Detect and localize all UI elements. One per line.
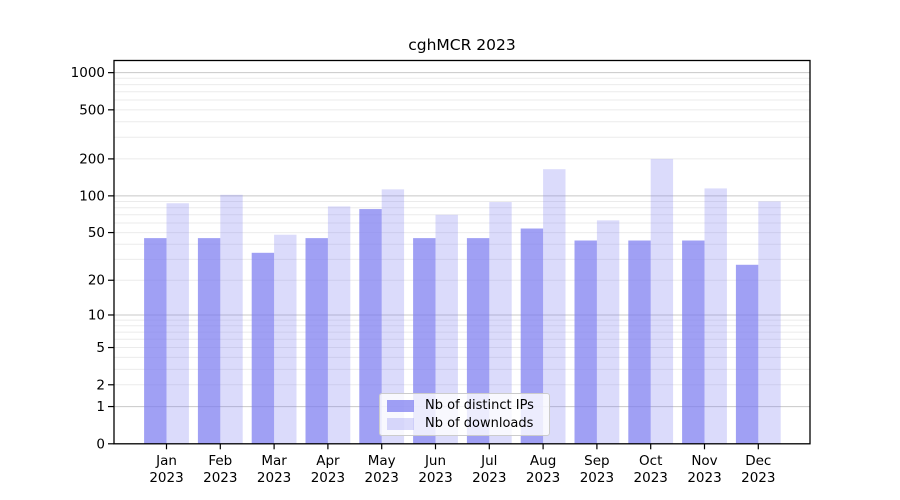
bar-distinct-ips — [466, 238, 490, 444]
y-tick-label: 0 — [96, 436, 105, 452]
x-tick-label-month: Sep — [584, 453, 609, 469]
bar-downloads — [489, 202, 512, 444]
y-tick-label: 2 — [96, 377, 105, 393]
bar-downloads — [650, 158, 674, 444]
legend-swatch-distinct-ips-icon — [387, 399, 414, 412]
x-tick-label-year: 2023 — [257, 470, 291, 486]
x-tick-label-month: May — [368, 453, 396, 469]
bar-distinct-ips — [735, 264, 759, 444]
x-tick-label-month: Jun — [424, 453, 446, 469]
x-tick-label-year: 2023 — [365, 470, 399, 486]
x-tick-label-year: 2023 — [634, 470, 668, 486]
bar-distinct-ips — [359, 209, 382, 444]
x-tick-label-year: 2023 — [741, 470, 775, 486]
y-tick-label: 1000 — [71, 65, 105, 81]
bar-downloads — [166, 203, 189, 444]
x-tick-label-month: Mar — [261, 453, 287, 469]
y-tick-label: 20 — [88, 273, 105, 289]
bar-downloads — [543, 169, 566, 444]
x-tick-label-year: 2023 — [472, 470, 506, 486]
chart-title: cghMCR 2023 — [408, 36, 516, 54]
x-tick-label-month: Jul — [480, 453, 497, 469]
x-tick-label-year: 2023 — [687, 470, 721, 486]
bar-distinct-ips — [305, 238, 328, 444]
y-tick-label: 5 — [96, 340, 105, 356]
bar-distinct-ips — [413, 238, 436, 444]
bar-downloads — [381, 189, 405, 444]
legend: Nb of distinct IPs Nb of downloads — [379, 393, 550, 436]
x-tick-label-year: 2023 — [526, 470, 560, 486]
legend-item-distinct-ips: Nb of distinct IPs — [387, 399, 542, 412]
x-tick-label-year: 2023 — [203, 470, 237, 486]
bar-distinct-ips — [144, 238, 167, 444]
bar-distinct-ips — [251, 252, 275, 444]
bar-distinct-ips — [197, 238, 221, 444]
y-tick-label: 10 — [88, 307, 105, 323]
y-tick-label: 1 — [96, 399, 105, 415]
bar-downloads — [704, 188, 727, 444]
y-tick-label: 50 — [88, 225, 105, 241]
legend-swatch-downloads-icon — [387, 417, 414, 430]
x-tick-label-month: Dec — [745, 453, 771, 469]
bar-distinct-ips — [628, 240, 651, 444]
x-tick-label-month: Nov — [691, 453, 717, 469]
legend-label-downloads: Nb of downloads — [425, 416, 534, 431]
bar-distinct-ips — [682, 240, 705, 444]
x-tick-label-year: 2023 — [580, 470, 614, 486]
y-tick-label: 200 — [79, 151, 105, 167]
x-tick-label-month: Feb — [208, 453, 232, 469]
bar-downloads — [274, 234, 297, 444]
axes-frame — [113, 59, 811, 445]
legend-item-downloads: Nb of downloads — [387, 417, 542, 430]
bar-downloads — [327, 206, 351, 444]
y-tick-label: 100 — [79, 188, 105, 204]
x-tick-label-year: 2023 — [311, 470, 345, 486]
bar-distinct-ips — [574, 240, 597, 444]
x-tick-label-year: 2023 — [418, 470, 452, 486]
bar-downloads — [435, 214, 458, 444]
bar-distinct-ips — [520, 228, 544, 444]
legend-label-distinct-ips: Nb of distinct IPs — [425, 398, 534, 413]
x-tick-label-month: Jan — [155, 453, 177, 469]
y-tick-label: 500 — [79, 102, 105, 118]
bar-downloads — [220, 194, 243, 444]
bar-downloads — [596, 220, 620, 444]
bar-downloads — [758, 201, 781, 444]
x-tick-label-year: 2023 — [149, 470, 183, 486]
x-tick-label-month: Oct — [639, 453, 662, 469]
x-tick-label-month: Aug — [530, 453, 556, 469]
x-tick-label-month: Apr — [316, 453, 340, 469]
